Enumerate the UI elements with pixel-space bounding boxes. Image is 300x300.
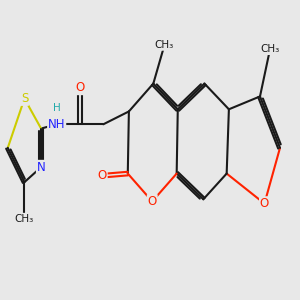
Text: O: O [260, 197, 269, 210]
Text: CH₃: CH₃ [155, 40, 174, 50]
Text: O: O [75, 81, 85, 94]
Text: S: S [21, 92, 28, 105]
Text: O: O [98, 169, 107, 182]
Text: N: N [37, 160, 46, 174]
Text: CH₃: CH₃ [15, 214, 34, 224]
Text: CH₃: CH₃ [260, 44, 280, 54]
Text: NH: NH [48, 118, 65, 131]
Text: H: H [53, 103, 61, 113]
Text: O: O [148, 195, 157, 208]
